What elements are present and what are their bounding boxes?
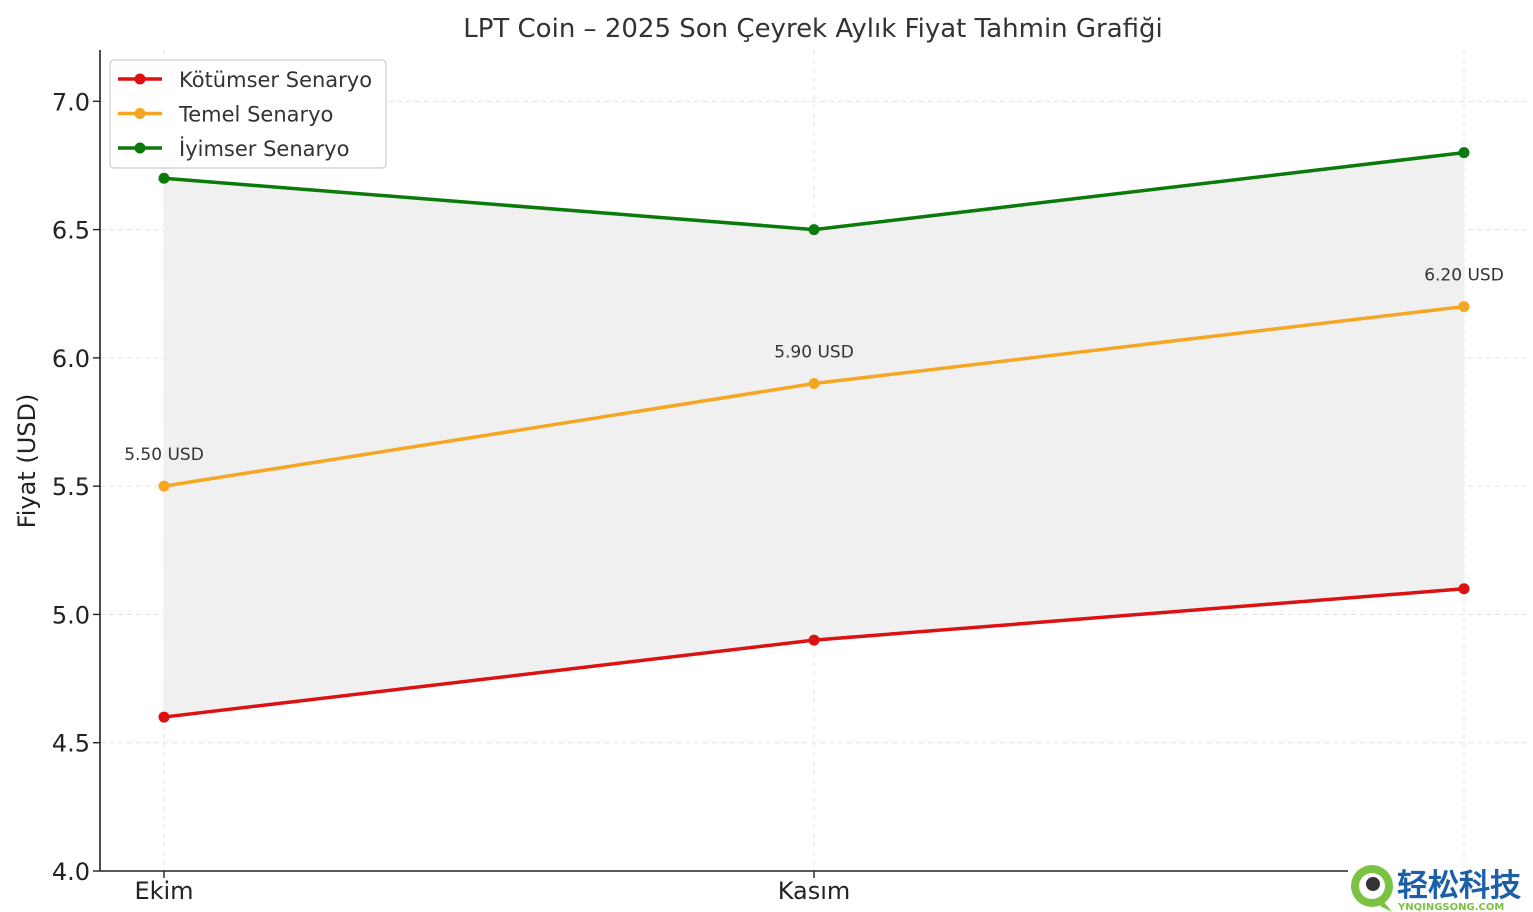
legend-marker bbox=[134, 108, 146, 119]
watermark-logo-tail bbox=[1380, 902, 1392, 912]
data-point bbox=[808, 224, 820, 236]
x-tick-label: Ekim bbox=[134, 877, 193, 905]
y-tick-label: 5.0 bbox=[52, 601, 90, 629]
scenario-range-band bbox=[164, 152, 1464, 718]
chart-title: LPT Coin – 2025 Son Çeyrek Aylık Fiyat T… bbox=[463, 14, 1163, 44]
data-label: 5.50 USD bbox=[124, 445, 204, 465]
legend-label: Kötümser Senaryo bbox=[179, 68, 372, 92]
data-point bbox=[1458, 583, 1470, 595]
watermark-subtext: YNQINGSONG.COM bbox=[1397, 902, 1504, 912]
legend-label: Temel Senaryo bbox=[178, 103, 333, 127]
data-point bbox=[1458, 301, 1470, 313]
y-tick-label: 4.5 bbox=[52, 730, 90, 758]
y-tick-label: 6.5 bbox=[52, 217, 90, 245]
x-tick-label: Kasım bbox=[778, 877, 851, 905]
data-point bbox=[158, 172, 170, 184]
legend-box bbox=[109, 59, 387, 169]
y-tick-label: 7.0 bbox=[52, 88, 90, 116]
data-point bbox=[808, 634, 820, 646]
legend-marker bbox=[134, 73, 146, 85]
watermark: 轻松科技 YNQINGSONG.COM bbox=[1348, 862, 1533, 912]
y-tick-label: 4.0 bbox=[52, 858, 90, 886]
data-label: 5.90 USD bbox=[774, 343, 854, 363]
data-label: 6.20 USD bbox=[1424, 266, 1504, 286]
y-axis-ticks: 4.0 4.5 5.0 5.5 6.0 6.5 7.0 bbox=[52, 88, 100, 886]
data-point bbox=[1458, 147, 1470, 159]
data-labels: 5.50 USD 5.90 USD 6.20 USD bbox=[124, 266, 1504, 466]
data-point bbox=[158, 480, 170, 492]
watermark-logo-pupil bbox=[1366, 877, 1380, 891]
y-axis-label: Fiyat (USD) bbox=[13, 394, 41, 529]
y-tick-label: 5.5 bbox=[52, 473, 90, 501]
data-point bbox=[808, 378, 820, 390]
y-tick-label: 6.0 bbox=[52, 345, 90, 373]
legend-marker bbox=[134, 142, 146, 154]
data-point bbox=[158, 711, 170, 723]
series-points bbox=[158, 147, 1470, 723]
legend-label: İyimser Senaryo bbox=[179, 136, 349, 161]
x-axis-ticks: Ekim Kasım bbox=[134, 871, 1465, 905]
watermark-text: 轻松科技 bbox=[1397, 868, 1521, 904]
legend: Kötümser Senaryo Temel Senaryo İyimser Sen… bbox=[109, 59, 387, 169]
